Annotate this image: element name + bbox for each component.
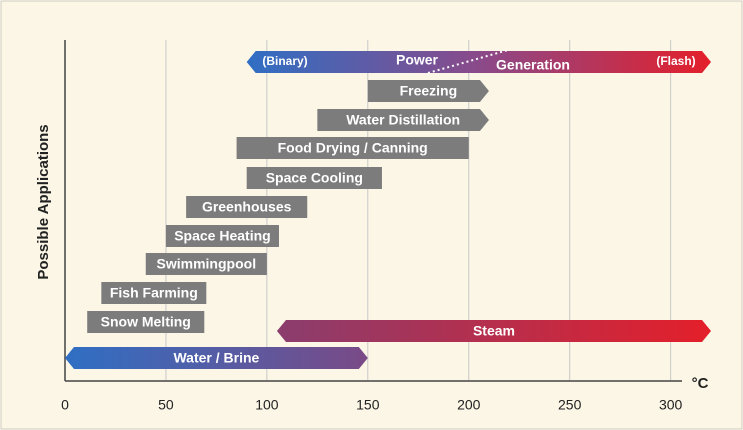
x-tick-label: 300: [659, 397, 683, 413]
x-tick-label: 100: [255, 397, 279, 413]
bar-label: Food Drying / Canning: [278, 140, 428, 156]
range-bar: [65, 347, 368, 369]
range-bar: [186, 196, 308, 218]
bar-label: Space Heating: [174, 228, 270, 244]
range-bar: [246, 167, 382, 189]
range-bar: [101, 282, 207, 304]
x-tick-label: 0: [61, 397, 69, 413]
bar-label: Steam: [473, 323, 515, 339]
range-bar: [87, 311, 205, 333]
bar-label: Power: [396, 52, 439, 68]
x-tick-label: 250: [558, 397, 582, 413]
range-bar: [165, 225, 279, 247]
range-bar: [145, 253, 267, 275]
x-tick-label: 150: [356, 397, 380, 413]
bar-label: Water / Brine: [173, 350, 259, 366]
x-tick-label: 200: [457, 397, 481, 413]
bar-label: Snow Melting: [101, 314, 191, 330]
range-bar: [246, 51, 711, 73]
bar-label: (Flash): [656, 54, 695, 68]
bar-label: Generation: [496, 57, 570, 73]
range-bar: [236, 137, 469, 159]
range-bar: [317, 109, 489, 131]
bar-label: Water Distillation: [346, 112, 460, 128]
y-axis-label: Possible Applications: [35, 124, 52, 279]
bar-label: Fish Farming: [110, 285, 198, 301]
x-unit: °C: [692, 375, 709, 392]
range-bar: [367, 80, 489, 102]
bar-label: Greenhouses: [202, 199, 292, 215]
bar-label: Space Cooling: [266, 170, 363, 186]
bar-label: (Binary): [262, 54, 307, 68]
range-bar: [276, 320, 711, 342]
x-tick-label: 50: [158, 397, 174, 413]
divider: [427, 49, 509, 74]
bar-label: Freezing: [400, 83, 458, 99]
bar-label: Swimmingpool: [157, 256, 257, 272]
